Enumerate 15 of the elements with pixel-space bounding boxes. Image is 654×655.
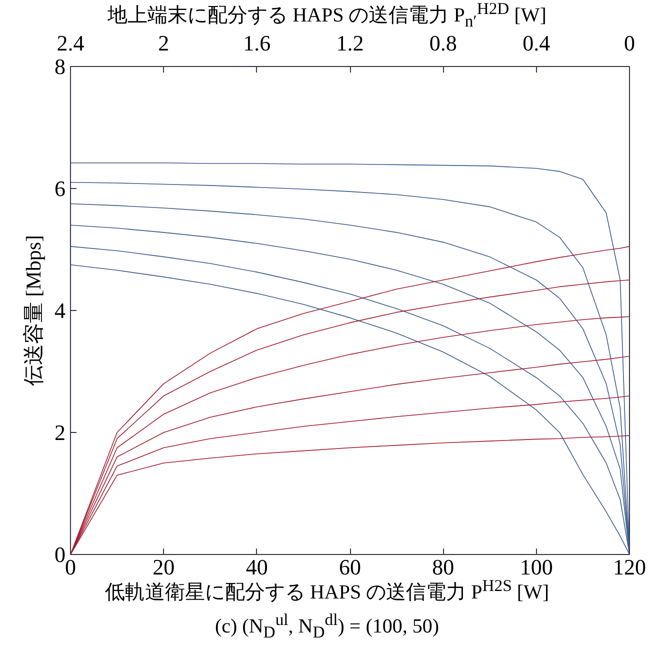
y-tick-label: 2 [54,420,66,445]
x2-tick-label: 0 [624,30,635,56]
x2-tick-label: 0.8 [429,30,457,56]
x-tick-label: 120 [613,554,646,580]
y-tick-label: 4 [54,298,66,323]
x2-tick-label: 0.4 [522,30,550,56]
x2-axis-title: 地上端末に配分する HAPS の送信電力 P$_{n′}$$^{H2D}$ [W] [108,0,546,31]
x2-tick-label: 2 [158,30,170,56]
y-tick-label: 8 [54,54,66,79]
x2-tick-label: 1.2 [336,30,364,56]
x2-tick-label: 2.4 [56,30,84,56]
x2-tick-label: 1.6 [243,30,271,56]
y-tick-label: 6 [54,176,66,201]
text: (c) (N$_{D}$$^{ul}$, N$_{D}$$^{dl}$) = (100, 50) [214,610,440,642]
y-axis-title: 伝送容量 [Mbps] [22,234,46,386]
